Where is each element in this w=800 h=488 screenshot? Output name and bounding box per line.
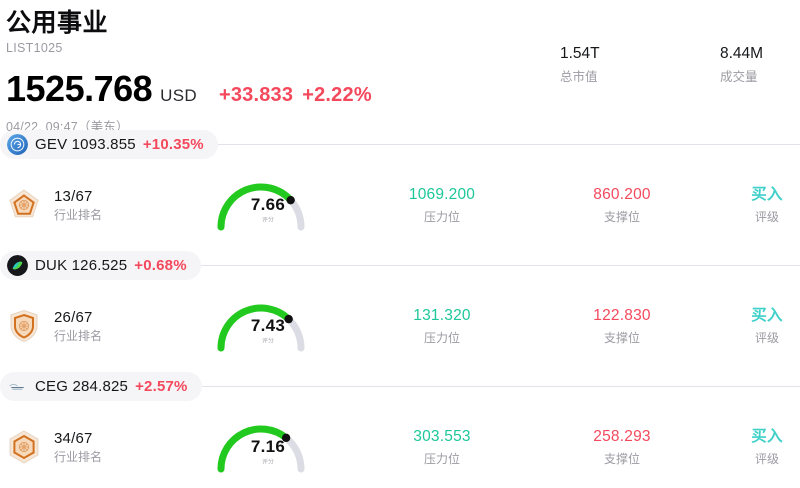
stock-change-percent: +0.68% xyxy=(134,257,187,274)
score-value: 7.43 xyxy=(250,316,286,335)
industry-rank-cell[interactable]: 34/67 行业排名 xyxy=(6,429,202,466)
support-value: 860.200 xyxy=(593,185,651,203)
pentagon-rank-badge xyxy=(6,187,42,223)
support-label: 支撑位 xyxy=(603,451,640,466)
stat-value: 1.54T xyxy=(560,45,600,62)
index-code: LIST1025 xyxy=(6,41,63,55)
stat-volume: 8.44M 成交量 xyxy=(720,44,800,87)
index-currency: USD xyxy=(160,86,197,105)
support-cell[interactable]: 122.830 支撑位 xyxy=(532,306,712,347)
rating-cell[interactable]: 买入 评级 xyxy=(712,427,800,468)
stock-pill[interactable]: DUK 126.525 +0.68% xyxy=(0,251,201,280)
rating-value: 买入 xyxy=(751,306,783,324)
industry-rank-value: 26/67 xyxy=(54,308,93,326)
rating-label: 评级 xyxy=(754,451,779,466)
resistance-cell[interactable]: 131.320 压力位 xyxy=(352,306,532,347)
hexagon-rank-badge xyxy=(6,429,42,465)
score-gauge-cell[interactable]: 7.66 评分 xyxy=(202,169,352,241)
industry-rank-label: 行业排名 xyxy=(54,449,103,464)
rating-value: 买入 xyxy=(751,427,783,445)
industry-rank-cell[interactable]: 26/67 行业排名 xyxy=(6,308,202,345)
stock-change-percent: +10.35% xyxy=(142,136,204,153)
rating-label: 评级 xyxy=(754,330,779,345)
shield-rank-badge xyxy=(6,308,42,344)
resistance-label: 压力位 xyxy=(423,209,460,224)
index-stats: 1.54T 总市值 8.44M 成交量 xyxy=(560,44,800,87)
industry-rank-value: 34/67 xyxy=(54,429,93,447)
resistance-cell[interactable]: 1069.200 压力位 xyxy=(352,185,532,226)
index-change: +33.833 xyxy=(218,84,294,106)
stat-label: 总市值 xyxy=(560,70,598,84)
row-divider xyxy=(0,144,800,145)
support-value: 258.293 xyxy=(593,427,651,445)
stock-symbol-price: CEG 284.825 xyxy=(35,378,129,395)
page-title: 公用事业 xyxy=(6,9,109,37)
resistance-label: 压力位 xyxy=(423,451,460,466)
industry-rank-label: 行业排名 xyxy=(54,328,103,343)
resistance-cell[interactable]: 303.553 压力位 xyxy=(352,427,532,468)
industry-rank-value: 13/67 xyxy=(54,187,93,205)
score-gauge-cell[interactable]: 7.43 评分 xyxy=(202,290,352,362)
rating-cell[interactable]: 买入 评级 xyxy=(712,306,800,347)
stock-block[interactable]: DUK 126.525 +0.68% 26/67 行业排名 7.43 评分 131.320 压… xyxy=(0,251,800,372)
support-label: 支撑位 xyxy=(603,209,640,224)
resistance-label: 压力位 xyxy=(423,330,460,345)
stock-header-row[interactable]: DUK 126.525 +0.68% xyxy=(0,251,800,280)
stock-pill[interactable]: GEV 1093.855 +10.35% xyxy=(0,130,218,159)
stat-market-cap: 1.54T 总市值 xyxy=(560,44,720,87)
stock-block[interactable]: CEG 284.825 +2.57% 34/67 行业排名 7.16 评分 303.553 压… xyxy=(0,372,800,488)
rating-label: 评级 xyxy=(754,209,779,224)
duke-energy-logo xyxy=(7,255,28,276)
score-value: 7.66 xyxy=(250,195,286,214)
industry-rank-label: 行业排名 xyxy=(54,207,103,222)
stat-label: 成交量 xyxy=(720,70,758,84)
row-divider xyxy=(0,265,800,266)
stock-header-row[interactable]: GEV 1093.855 +10.35% xyxy=(0,130,800,159)
score-label: 评分 xyxy=(262,217,274,224)
stock-header-row[interactable]: CEG 284.825 +2.57% xyxy=(0,372,800,401)
ge-vernova-logo xyxy=(7,134,28,155)
stat-value: 8.44M xyxy=(720,45,764,62)
stock-metrics-row: 13/67 行业排名 7.66 评分 1069.200 压力位 860.200 支撑位 买入评级 xyxy=(0,159,800,251)
industry-rank-cell[interactable]: 13/67 行业排名 xyxy=(6,187,202,224)
stock-symbol-price: DUK 126.525 xyxy=(35,257,128,274)
index-header: 公用事业 LIST1025 1525.768 USD +33.833 +2.22… xyxy=(0,0,800,134)
stock-metrics-row: 34/67 行业排名 7.16 评分 303.553 压力位 258.293 支撑位 买入评级 xyxy=(0,401,800,488)
stock-metrics-row: 26/67 行业排名 7.43 评分 131.320 压力位 122.830 支撑位 买入评级 xyxy=(0,280,800,372)
support-value: 122.830 xyxy=(593,306,651,324)
stock-pill[interactable]: CEG 284.825 +2.57% xyxy=(0,372,202,401)
index-quote: 1525.768 USD +33.833 +2.22% xyxy=(6,68,800,110)
support-label: 支撑位 xyxy=(603,330,640,345)
stock-list: GEV 1093.855 +10.35% 13/67 行业排名 7.66 评分 1069.2… xyxy=(0,130,800,488)
stock-block[interactable]: GEV 1093.855 +10.35% 13/67 行业排名 7.66 评分 1069.2… xyxy=(0,130,800,251)
score-label: 评分 xyxy=(262,459,274,466)
score-label: 评分 xyxy=(262,338,274,345)
stock-change-percent: +2.57% xyxy=(135,378,188,395)
stock-symbol-price: GEV 1093.855 xyxy=(35,136,136,153)
support-cell[interactable]: 860.200 支撑位 xyxy=(532,185,712,226)
index-change-percent: +2.22% xyxy=(302,84,372,106)
support-cell[interactable]: 258.293 支撑位 xyxy=(532,427,712,468)
index-price: 1525.768 xyxy=(6,68,153,109)
resistance-value: 1069.200 xyxy=(408,185,476,203)
rating-cell[interactable]: 买入 评级 xyxy=(712,185,800,226)
score-gauge-cell[interactable]: 7.16 评分 xyxy=(202,411,352,483)
constellation-energy-logo xyxy=(7,376,28,397)
resistance-value: 131.320 xyxy=(413,306,471,324)
row-divider xyxy=(0,386,800,387)
score-value: 7.16 xyxy=(250,437,286,456)
rating-value: 买入 xyxy=(751,185,783,203)
resistance-value: 303.553 xyxy=(413,427,471,445)
